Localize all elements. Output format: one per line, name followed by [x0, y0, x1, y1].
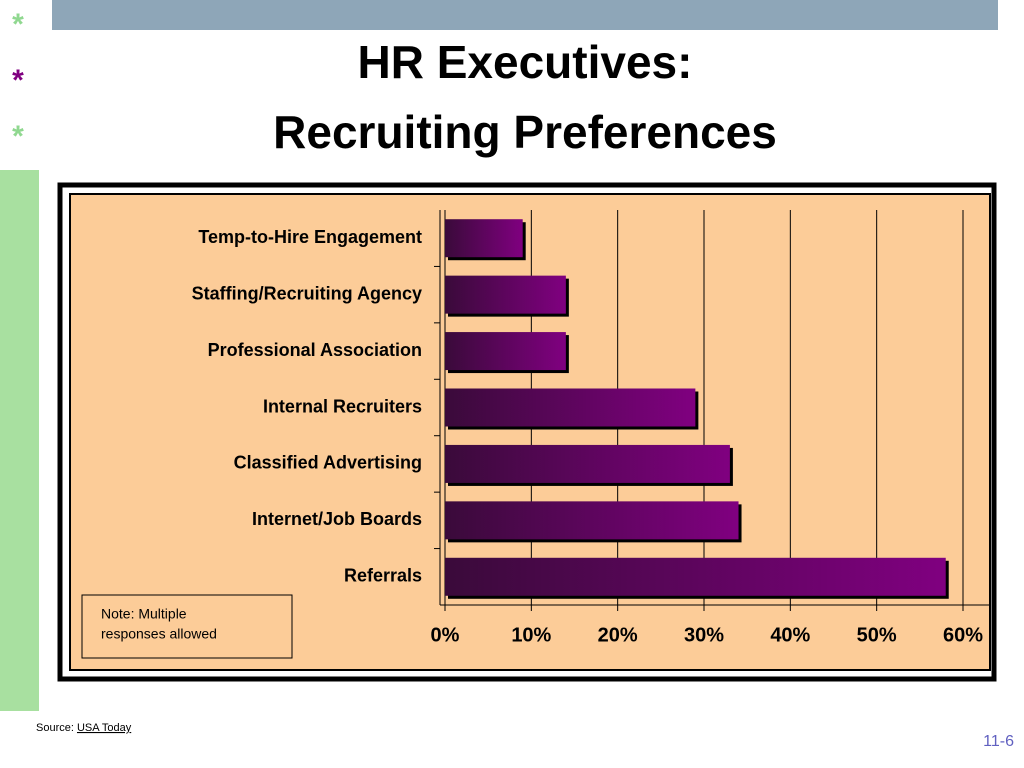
title: Recruiting Preferences [273, 106, 777, 158]
star: * [12, 64, 24, 97]
chart: 0% 10% 20% 30% 40% 50% 60% Temp-to-Hire Engagem… [192, 210, 990, 646]
source-prefix: Source: [36, 722, 74, 734]
y-tick-label: Staffing/Recruiting Agency [192, 283, 422, 303]
top-bar [52, 0, 998, 30]
page-number: 11-6 [983, 733, 1014, 750]
note: Note: Multiple [101, 606, 187, 622]
bar [445, 388, 696, 427]
x-tick-label: 10% [511, 624, 551, 646]
side-strip [0, 170, 39, 711]
bar [445, 501, 739, 540]
star: * [12, 8, 24, 41]
note-box [81, 594, 293, 659]
source-link[interactable]: USA Today [77, 722, 132, 734]
bar [445, 557, 946, 596]
title: HR Executives: [358, 36, 693, 88]
source: Source: USA Today [36, 722, 132, 734]
y-tick-label: Classified Advertising [234, 453, 422, 473]
x-tick-label: 0% [431, 624, 460, 646]
y-tick-label: Internet/Job Boards [252, 509, 422, 529]
x-tick-label: 30% [684, 624, 724, 646]
y-tick-label: Temp-to-Hire Engagement [198, 227, 422, 247]
bar [445, 275, 566, 314]
x-tick-label: 50% [857, 624, 897, 646]
bar [445, 219, 523, 258]
y-tick-label: Referrals [344, 566, 422, 586]
y-tick-label: Internal Recruiters [263, 396, 422, 416]
bar [445, 332, 566, 371]
x-tick-label: 60% [943, 624, 983, 646]
y-tick-label: Professional Association [208, 340, 422, 360]
x-tick-label: 20% [598, 624, 638, 646]
note: responses allowed [101, 626, 217, 642]
star: * [12, 120, 24, 153]
x-tick-label: 40% [770, 624, 810, 646]
bar [445, 444, 730, 483]
